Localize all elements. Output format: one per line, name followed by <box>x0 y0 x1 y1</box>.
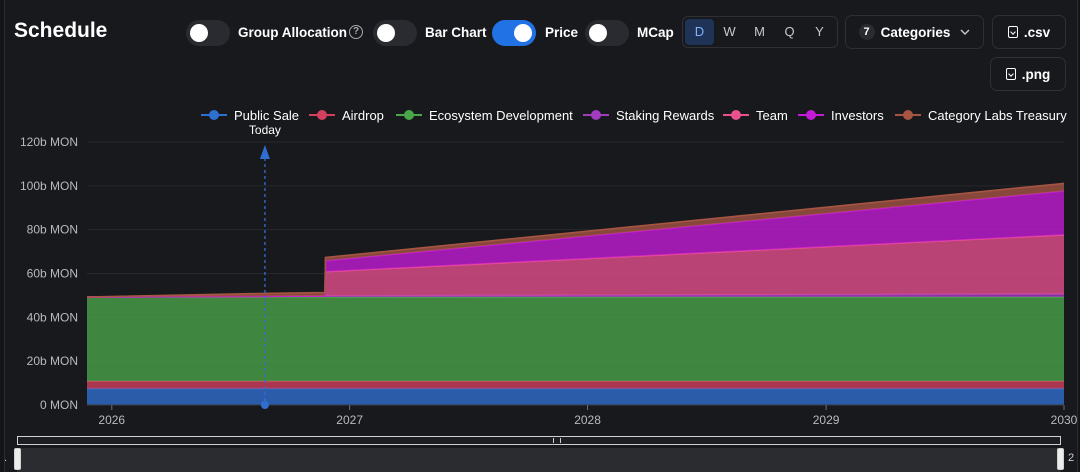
legend-label: Category Labs Treasury <box>928 107 1067 123</box>
zoom-range-bar[interactable] <box>17 436 1061 445</box>
legend-item[interactable]: Airdrop <box>308 107 384 123</box>
legend-label: Airdrop <box>342 107 384 123</box>
y-tick-label: 0 MON <box>40 398 78 412</box>
legend-item[interactable]: Investors <box>797 107 884 123</box>
legend-item[interactable]: Category Labs Treasury <box>894 107 1067 123</box>
x-tick-label: 2026 <box>98 413 125 427</box>
categories-button[interactable]: 7 Categories <box>845 15 984 49</box>
y-tick-label: 100b MON <box>20 179 78 193</box>
period-selector: D W M Q Y <box>682 16 838 48</box>
toggle-knob <box>514 24 532 42</box>
period-day[interactable]: D <box>685 19 714 45</box>
series-area-2 <box>87 297 1064 382</box>
download-png-button[interactable]: .png <box>990 57 1066 91</box>
legend-item[interactable]: Team <box>722 107 788 123</box>
x-tick-label: 2029 <box>813 413 840 427</box>
chevron-down-icon <box>960 29 970 35</box>
toggle-knob <box>589 24 607 42</box>
zoom-slider-track[interactable] <box>17 448 1061 472</box>
toggle-knob <box>190 24 208 42</box>
price-toggle[interactable] <box>492 20 536 46</box>
legend-marker-icon <box>798 110 824 120</box>
download-csv-button[interactable]: .csv <box>992 15 1066 49</box>
categories-label: Categories <box>880 24 951 40</box>
png-label: .png <box>1021 66 1051 82</box>
legend-item[interactable]: Staking Rewards <box>582 107 714 123</box>
mcap-label: MCap <box>637 25 674 40</box>
y-tick-label: 40b MON <box>27 310 78 324</box>
legend-marker-icon <box>583 110 609 120</box>
series-area-6 <box>87 183 1064 297</box>
legend-item[interactable]: Public Sale <box>200 107 299 123</box>
zoom-center-grip-icon[interactable] <box>553 438 561 443</box>
legend-label: Investors <box>831 107 884 123</box>
period-year[interactable]: Y <box>815 24 824 39</box>
file-download-icon <box>1007 26 1018 38</box>
legend-item[interactable]: Ecosystem Development <box>395 107 573 123</box>
legend-label: Staking Rewards <box>616 107 715 123</box>
legend-label: Ecosystem Development <box>429 107 573 123</box>
zoom-start-handle[interactable] <box>14 448 21 470</box>
series-line-6 <box>86 182 1065 298</box>
schedule-chart: 0 MON 20b MON 40b MON 60b MON 80b MON 100b MO… <box>20 123 1078 427</box>
csv-label: .csv <box>1023 24 1051 40</box>
period-week[interactable]: W <box>723 24 736 39</box>
mcap-toggle[interactable] <box>585 20 629 46</box>
legend-marker-icon <box>723 110 749 120</box>
series-area-0 <box>87 388 1064 405</box>
page-title: Schedule <box>14 19 108 42</box>
series-area-5 <box>87 191 1064 297</box>
series-area-4 <box>87 234 1064 297</box>
group-allocation-toggle[interactable] <box>186 20 230 46</box>
group-allocation-label: Group Allocation <box>238 25 347 40</box>
x-tick-label: 2028 <box>574 413 601 427</box>
legend-label: Team <box>756 107 788 123</box>
y-tick-label: 80b MON <box>27 223 78 237</box>
file-download-icon <box>1005 68 1016 80</box>
help-icon[interactable]: ? <box>349 25 363 39</box>
period-quarter[interactable]: Q <box>784 24 795 39</box>
zoom-end-handle[interactable] <box>1057 448 1064 470</box>
y-tick-label: 20b MON <box>27 354 78 368</box>
x-tick-label: 2027 <box>336 413 363 427</box>
series-area-1 <box>87 381 1064 389</box>
x-tick-label: 2030 <box>1051 413 1078 427</box>
legend-marker-icon <box>895 110 921 120</box>
legend-marker-icon <box>396 110 422 120</box>
legend-label: Public Sale <box>234 107 300 123</box>
categories-count-badge: 7 <box>858 24 875 40</box>
legend-marker-icon <box>309 110 335 120</box>
zoom-start-label: . <box>4 452 8 464</box>
today-label: Today <box>249 123 281 137</box>
bar-chart-toggle[interactable] <box>373 20 417 46</box>
today-arrow-icon <box>259 145 270 159</box>
today-marker-dot <box>260 401 269 409</box>
legend-marker-icon <box>201 110 227 120</box>
y-tick-label: 120b MON <box>20 135 78 149</box>
toggle-knob <box>377 24 395 42</box>
zoom-end-label: 2 <box>1068 452 1075 464</box>
price-label: Price <box>545 25 579 40</box>
bar-chart-label: Bar Chart <box>425 25 487 40</box>
period-month[interactable]: M <box>754 24 765 39</box>
y-tick-label: 60b MON <box>27 267 78 281</box>
